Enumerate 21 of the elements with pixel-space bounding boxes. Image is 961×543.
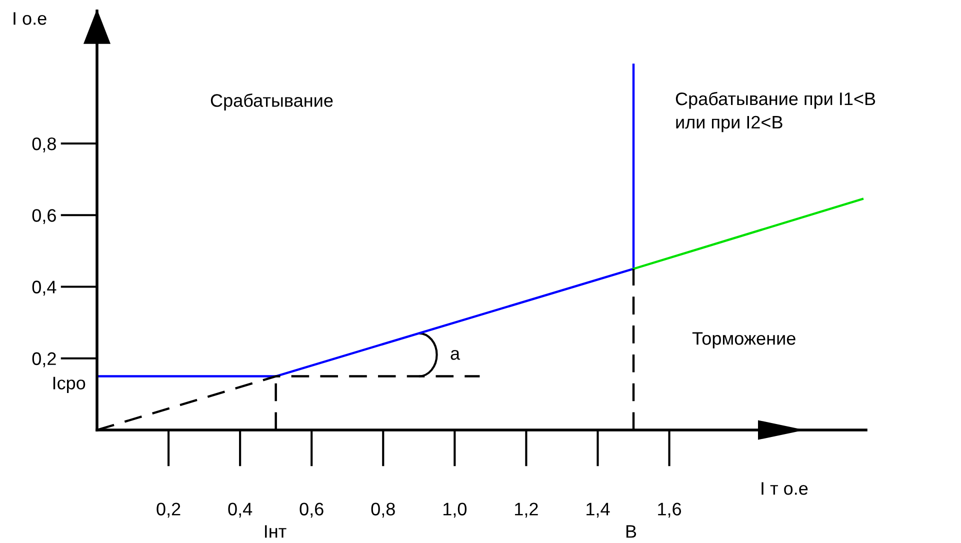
- y-tick-label: 0,2: [32, 352, 56, 368]
- x-tick-label: 1,2: [515, 502, 538, 518]
- annotation: Срабатывание: [210, 94, 333, 110]
- y-tick-label: 0,6: [32, 209, 56, 224]
- text: Iнт: [265, 525, 286, 538]
- annotation: Торможение: [692, 332, 796, 348]
- annotation: a: [450, 350, 460, 360]
- x-tick-label: 0,8: [371, 502, 395, 518]
- y-tick-label: 0,4: [32, 280, 56, 296]
- x-tick-label: 0,6: [300, 502, 324, 518]
- y-axis-title: I о.е: [14, 12, 46, 25]
- annotation: Iсро: [53, 376, 86, 394]
- x-tick-label: 0,4: [228, 502, 252, 518]
- x-tick-label: 1,6: [658, 502, 682, 518]
- x-tick-label: 1,4: [586, 502, 610, 518]
- x-axis-title: I т о.е: [762, 482, 808, 495]
- text: B: [626, 525, 636, 538]
- annotation: Срабатывание при I1<B или при I2<B: [676, 92, 876, 132]
- x-tick-label: 0,2: [156, 502, 180, 518]
- y-tick-label: 0,8: [32, 137, 56, 152]
- x-tick-label: 1,0: [444, 502, 467, 518]
